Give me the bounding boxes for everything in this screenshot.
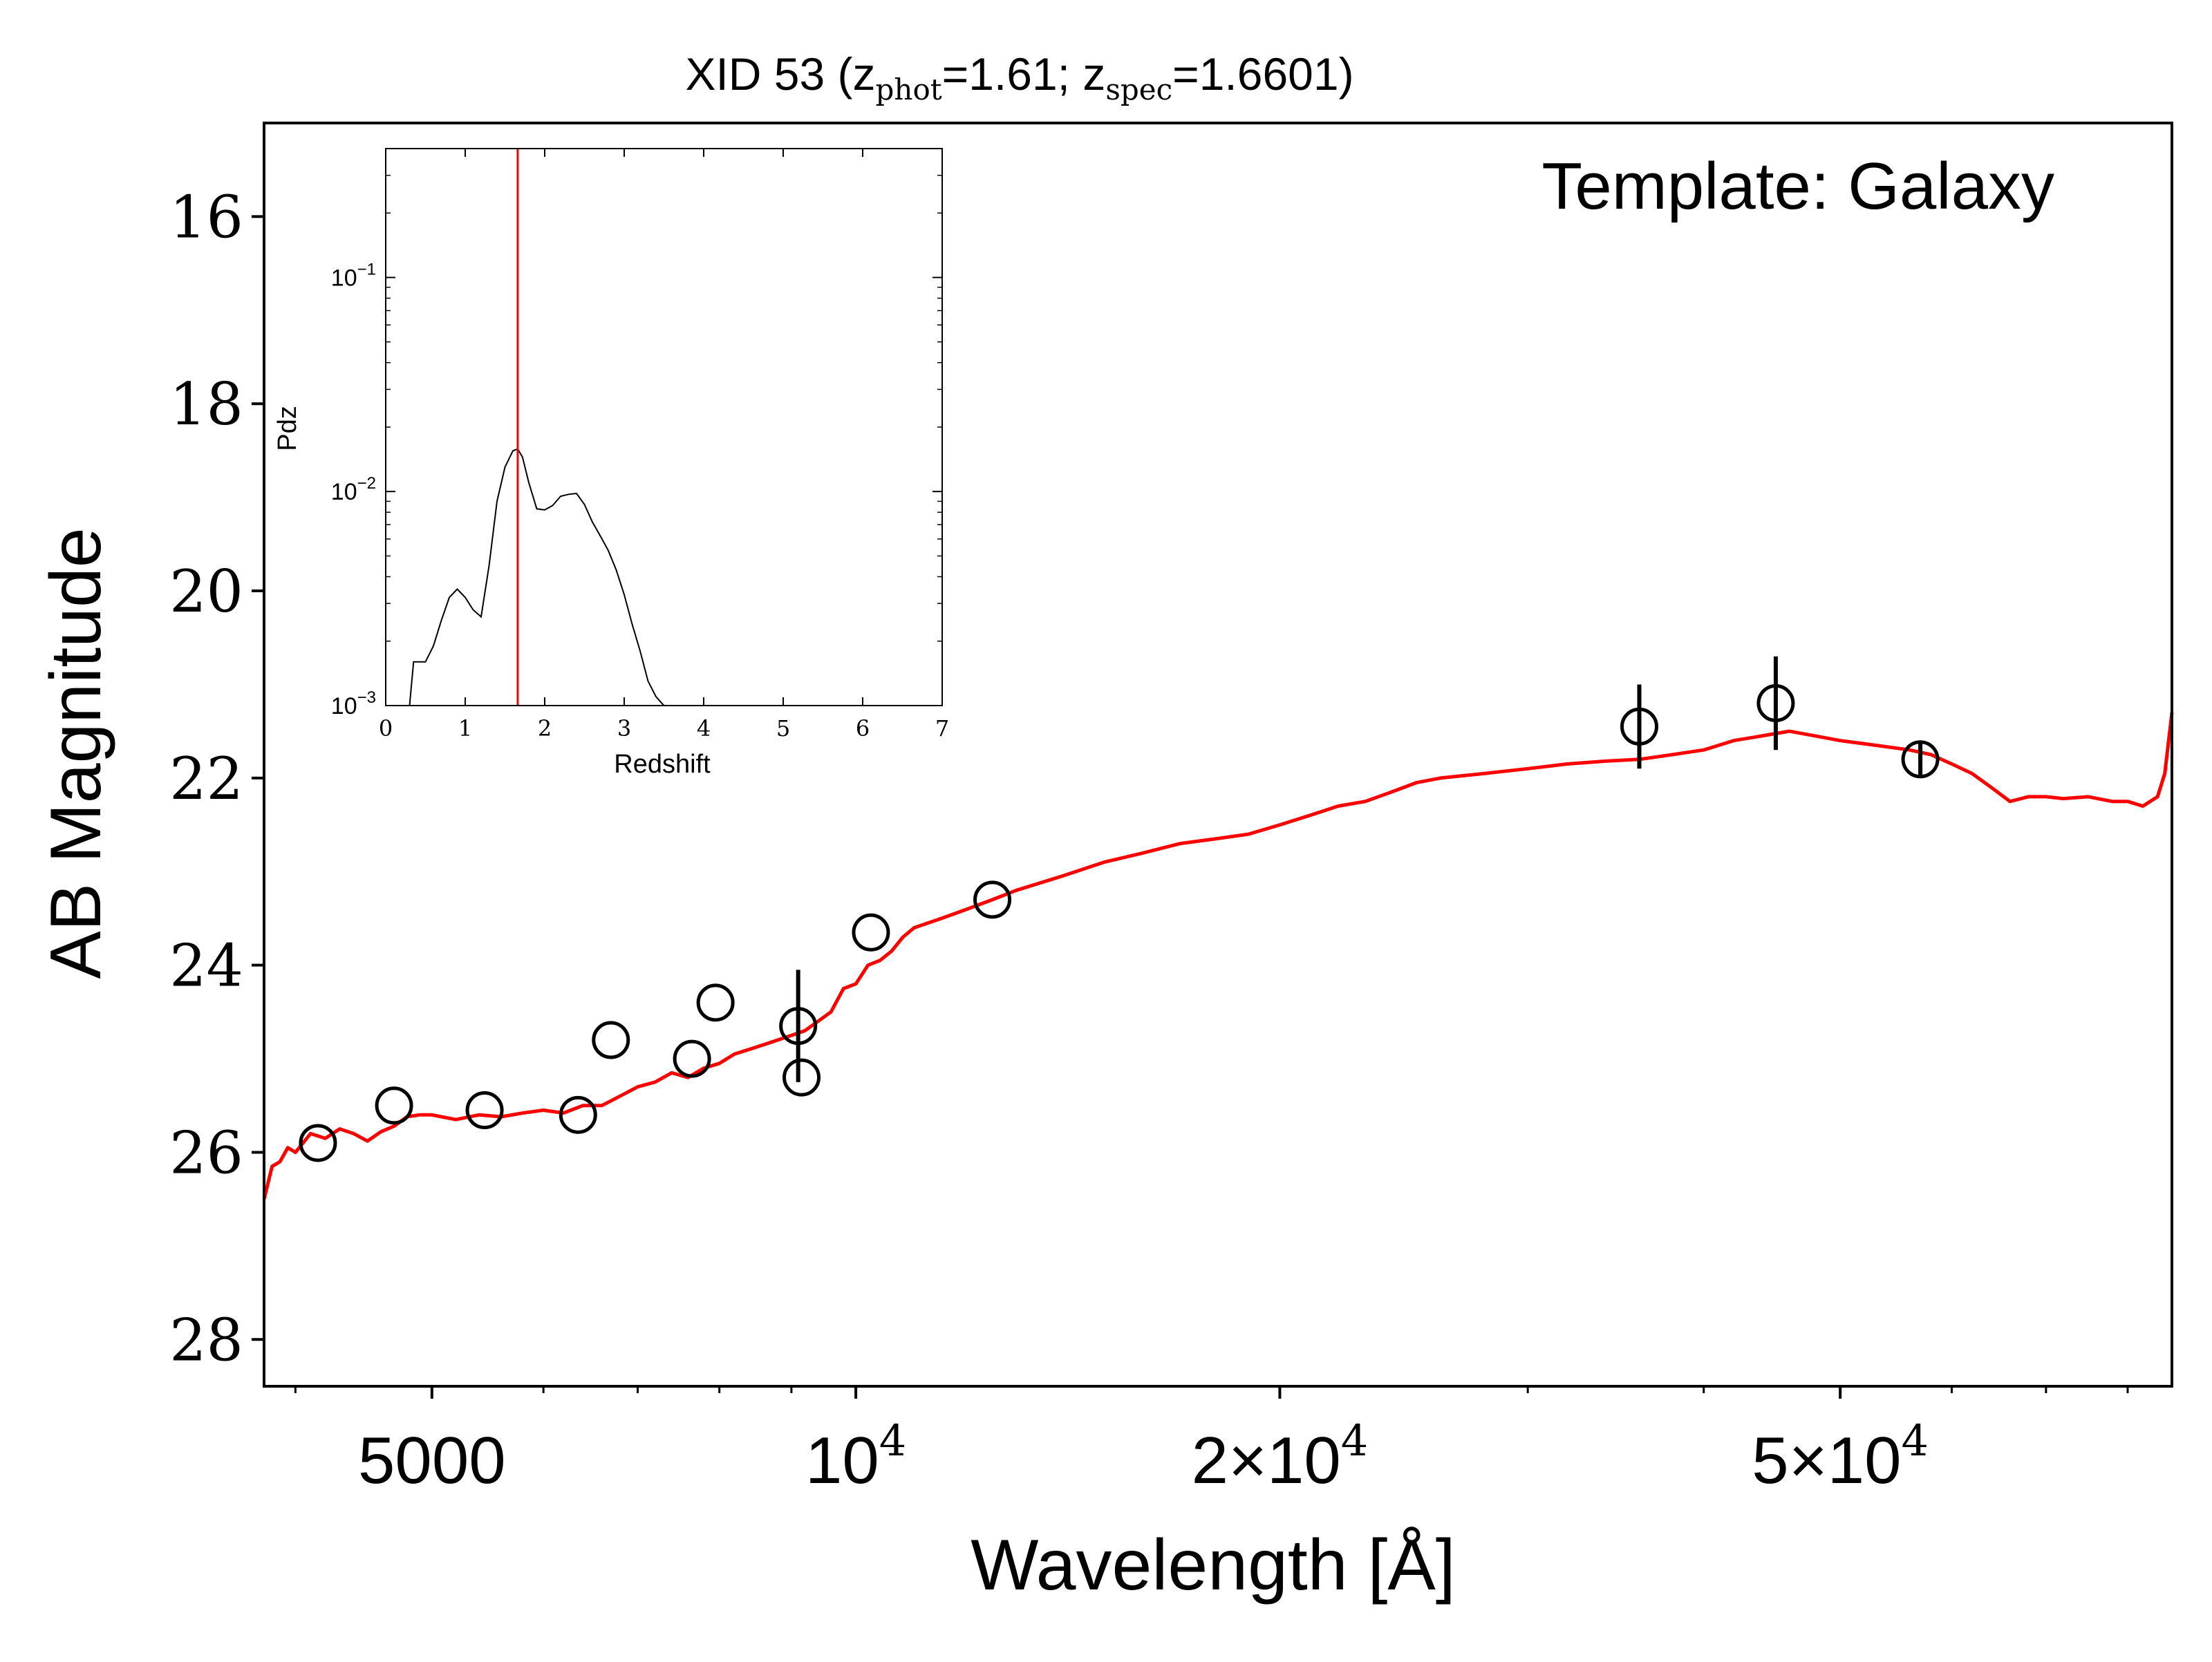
y-tick-label: 24 — [169, 932, 243, 1000]
y-tick-label: 28 — [169, 1306, 243, 1374]
photometry-point — [375, 1086, 413, 1125]
photometry-point — [1620, 707, 1658, 746]
photometry-point — [782, 1058, 821, 1097]
inset-y-tick-label: 10−2 — [331, 474, 376, 505]
main-plot-area — [262, 656, 2174, 1200]
x-tick-label: 2×104 — [1192, 1415, 1369, 1498]
x-axis-label: Wavelength [Å] — [971, 1525, 1455, 1605]
inset-x-tick-label: 6 — [856, 715, 870, 742]
inset-x-tick-label: 3 — [617, 715, 631, 742]
inset-x-tick-label: 0 — [379, 715, 393, 742]
photometry-point — [559, 1095, 597, 1134]
y-axis-label: AB Magnitude — [36, 527, 116, 979]
inset-y-tick-label: 10−3 — [331, 688, 376, 719]
template-annotation: Template: Galaxy — [1541, 149, 2054, 223]
photometry-point — [592, 1021, 630, 1059]
photometry-point — [299, 1124, 337, 1162]
y-tick-label: 16 — [169, 183, 243, 251]
inset-x-axis-label: Redshift — [614, 750, 711, 779]
pdz-curve — [409, 448, 668, 706]
inset-x-tick-label: 5 — [776, 715, 790, 742]
inset-plot-area — [409, 149, 668, 706]
pdz-inset: 0 1 2 3 4 5 6 7 10−1 10−2 10−3 Redshift Pdz — [273, 148, 949, 779]
inset-y-axis-label: Pdz — [273, 406, 302, 451]
inset-x-tick-label: 2 — [538, 715, 552, 742]
template-sed-line — [262, 712, 2174, 1200]
photometry-point — [973, 880, 1012, 919]
photometry-point — [1901, 740, 1940, 779]
x-tick-label: 104 — [805, 1415, 906, 1498]
photometry-point — [465, 1091, 504, 1130]
inset-background — [386, 149, 942, 706]
inset-x-tick-label: 1 — [458, 715, 472, 742]
photometry-point — [696, 983, 735, 1022]
photometry-point — [1756, 684, 1795, 723]
photometry-point — [779, 1007, 818, 1046]
inset-frame — [385, 148, 943, 706]
inset-x-tick-label: 4 — [697, 715, 711, 742]
photometry-point — [673, 1039, 711, 1078]
y-tick-label: 26 — [169, 1119, 243, 1187]
inset-x-tick-label: 7 — [935, 715, 949, 742]
inset-ticks: 0 1 2 3 4 5 6 7 10−1 10−2 10−3 — [331, 148, 949, 742]
inset-y-tick-label: 10−1 — [331, 260, 376, 291]
y-tick-label: 18 — [169, 370, 243, 438]
x-tick-label: 5000 — [358, 1424, 506, 1498]
main-plot-frame — [263, 122, 2173, 1388]
x-tick-label: 5×104 — [1752, 1415, 1929, 1498]
photometry-point — [852, 913, 890, 952]
chart-title: XID 53 (zphot=1.61; zspec=1.6601) — [685, 48, 1353, 106]
y-tick-label: 20 — [169, 558, 243, 625]
y-tick-label: 22 — [169, 745, 243, 813]
